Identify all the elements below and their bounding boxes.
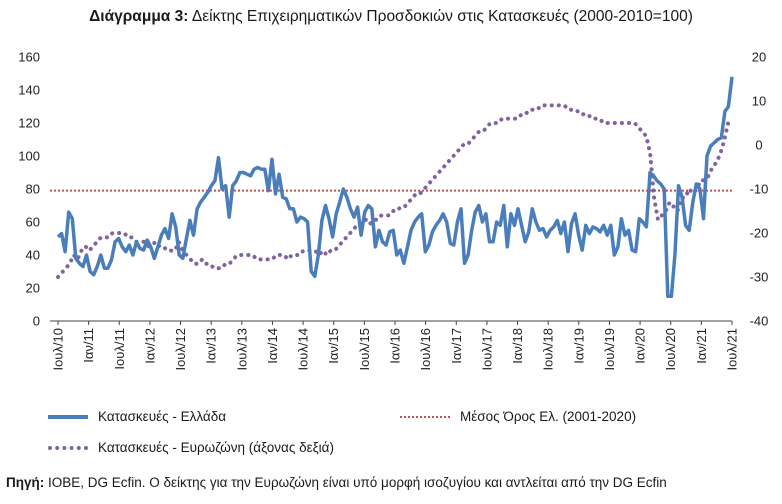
x-tick-label: Ιαν/17 [449,328,464,364]
x-tick-label: Ιουλ/19 [602,328,617,371]
y-right-tick-label: -20 [750,226,769,241]
x-tick-label: Ιουλ/18 [541,328,556,371]
x-tick-label: Ιουλ/16 [418,328,433,371]
x-tick-label: Ιαν/12 [142,328,157,364]
x-tick-label: Ιουλ/13 [234,328,249,371]
chart-title-text: Δείκτης Επιχειρηματικών Προσδοκιών στις … [188,8,693,25]
series-line-eurozone [56,103,734,279]
legend-item-mean: Μέσος Όρος Ελ. (2001-2020) [400,409,636,424]
x-tick-label: Ιουλ/11 [112,328,127,370]
series-line-greece [56,76,734,299]
legend-item-greece: Κατασκευές - Ελλάδα [48,409,226,424]
y-left-tick-label: 40 [26,248,40,263]
y-left-tick-label: 60 [26,215,40,230]
y-left-tick-label: 20 [26,281,40,296]
y-right-tick-label: -40 [750,314,769,329]
y-left-tick-label: 160 [18,50,40,65]
x-tick-label: Ιαν/16 [388,328,403,364]
y-right-tick-label: 0 [755,138,762,153]
x-tick-label: Ιαν/13 [204,328,219,364]
x-tick-label: Ιουλ/21 [725,328,740,371]
x-tick-label: Ιουλ/20 [663,328,678,371]
y-right-tick-label: -30 [750,270,769,285]
x-tick-label: Ιαν/18 [510,328,525,364]
legend-label-mean: Μέσος Όρος Ελ. (2001-2020) [460,409,637,424]
legend-label-eurozone: Κατασκευές - Ευρωζώνη (άξονας δεξιά) [98,440,334,455]
x-tick-label: Ιουλ/14 [296,328,311,371]
legend-swatch-mean [400,416,450,419]
y-left-tick-label: 120 [18,116,40,131]
y-left-tick-label: 80 [26,182,40,197]
x-tick-label: Ιαν/15 [326,328,341,364]
y-left-tick-label: 0 [33,314,40,329]
legend-label-greece: Κατασκευές - Ελλάδα [98,409,227,424]
x-tick-label: Ιουλ/12 [173,328,188,371]
y-right-tick-label: 20 [752,50,766,65]
legend-item-eurozone: Κατασκευές - Ευρωζώνη (άξονας δεξιά) [48,440,334,455]
plot-area [50,76,734,299]
chart-title: Διάγραμμα 3: Δείκτης Επιχειρηματικών Προ… [0,8,782,26]
x-tick-label: Ιουλ/17 [479,328,494,371]
right-axis-ticks: -40 -30 -20 -10 0 10 20 [750,50,769,329]
y-right-tick-label: -10 [750,182,769,197]
legend-swatch-greece [48,415,88,420]
x-tick-label: Ιαν/21 [694,328,709,364]
x-tick-label: Ιαν/20 [633,328,648,364]
source-label: Πηγή: [6,475,45,490]
y-left-tick-label: 140 [18,83,40,98]
x-tick-label: Ιουλ/10 [51,328,66,371]
chart-title-number: Διάγραμμα 3: [89,8,189,25]
source-note: Πηγή: ΙΟΒΕ, DG Ecfin. Ο δείκτης για την … [6,475,667,490]
y-left-tick-label: 100 [18,149,40,164]
left-axis-ticks: 0 20 40 60 80 100 120 140 160 [18,50,40,329]
x-axis-ticks: Ιουλ/10 Ιαν/11 Ιουλ/11 Ιαν/12 Ιουλ/12 Ιαν/13 Ι… [51,321,740,371]
x-tick-label: Ιαν/14 [265,328,280,364]
x-tick-label: Ιαν/19 [571,328,586,364]
x-tick-label: Ιαν/11 [81,328,96,363]
legend-swatch-eurozone [48,446,88,451]
y-right-tick-label: 10 [752,94,766,109]
x-tick-label: Ιουλ/15 [357,328,372,371]
source-text: ΙΟΒΕ, DG Ecfin. Ο δείκτης για την Ευρωζώ… [44,475,667,490]
